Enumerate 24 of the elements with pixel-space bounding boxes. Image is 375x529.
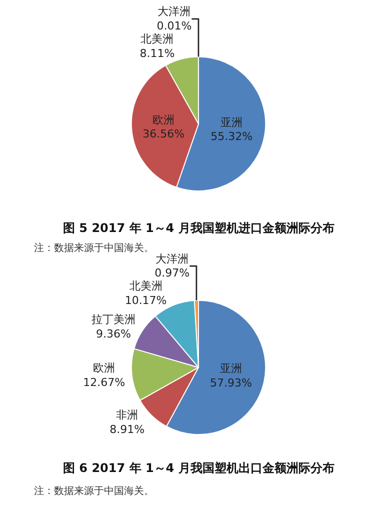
data-label: 57.93% [210,376,252,390]
slice-label: 北美洲 [129,280,162,293]
data-label: 8.91% [110,422,145,436]
slice-label: 亚洲 [220,362,242,376]
data-label: 55.32% [210,130,253,144]
data-label: 10.17% [124,294,167,307]
slice-label: 拉丁美洲 [91,313,136,326]
data-label: 0.01% [156,20,192,33]
slice-label: 北美洲 [140,32,174,46]
data-label: 8.11% [140,46,175,60]
data-label: 12.67% [83,376,126,389]
text: 注：数据来源于中国海关。 [34,485,154,497]
text: 注：数据来源于中国海关。 [34,242,154,254]
data-label: 0.97% [154,266,190,280]
slice-label: 非洲 [116,408,138,422]
slice-label: 亚洲 [220,116,243,129]
slice-label: 欧洲 [152,113,175,126]
data-label: 36.56% [142,128,185,141]
text: 图 6 2017 年 1～4 月我国塑机出口金额洲际分布 [63,461,334,475]
slice-label: 大洋洲 [158,5,191,18]
slice-label: 欧洲 [93,362,116,375]
slice-label: 大洋洲 [156,252,189,266]
text: 图 5 2017 年 1～4 月我国塑机进口金额洲际分布 [63,221,334,235]
data-label: 9.36% [96,327,131,340]
